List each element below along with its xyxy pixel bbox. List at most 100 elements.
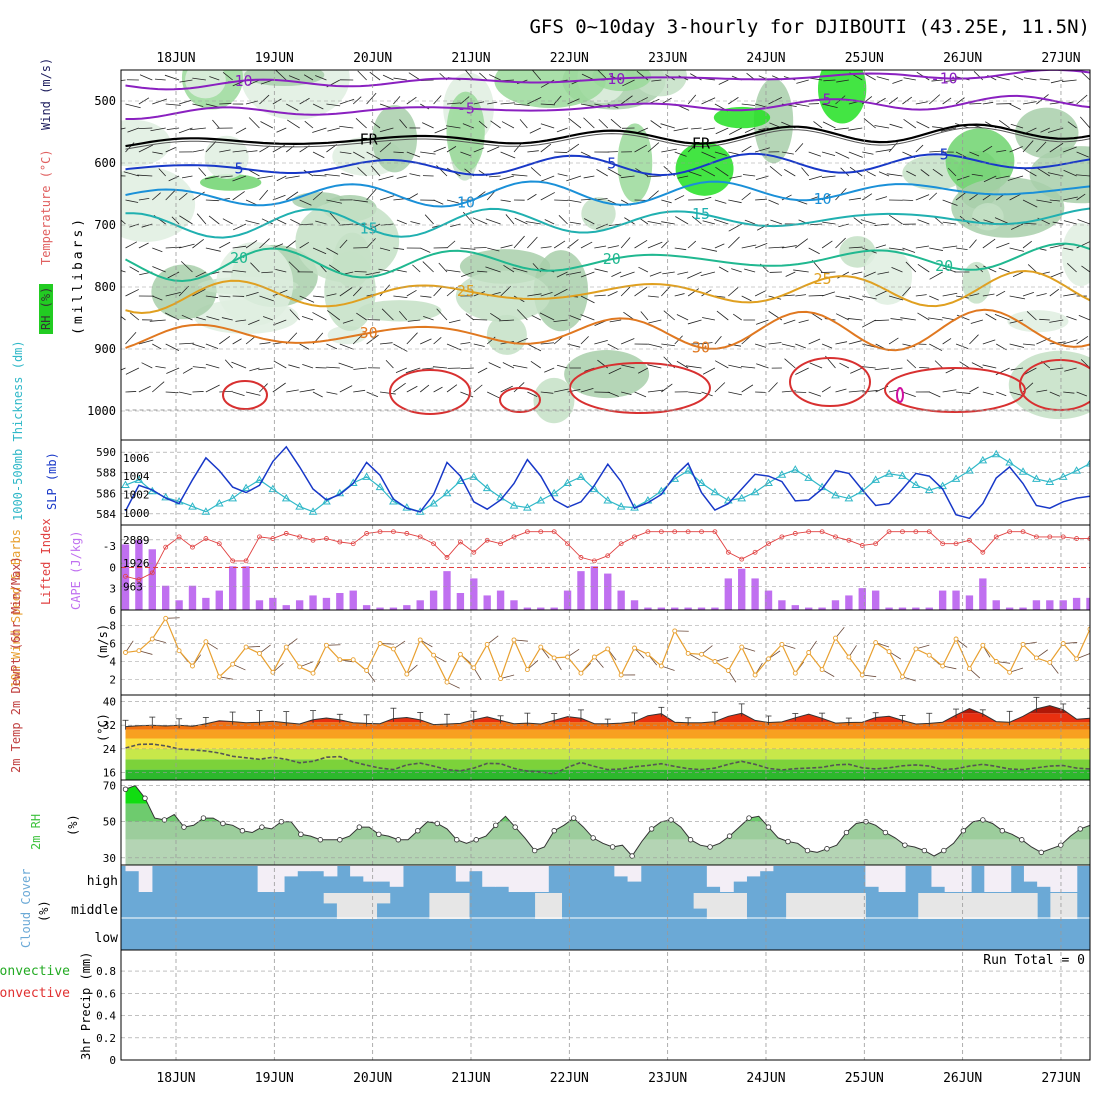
lifted-index-axis-label: Lifted Index bbox=[39, 518, 53, 605]
wind-barb bbox=[889, 215, 902, 224]
wind-speed-point bbox=[298, 665, 302, 669]
temp-band bbox=[121, 759, 1090, 769]
wind-barb bbox=[396, 368, 407, 373]
wind-barb bbox=[165, 75, 179, 80]
wind-barb bbox=[219, 336, 230, 344]
wind-speed-point bbox=[740, 645, 744, 649]
wind-barb bbox=[956, 344, 968, 349]
temp-band bbox=[121, 749, 1090, 759]
wind-barb bbox=[769, 247, 785, 248]
wind-barb bbox=[115, 368, 126, 373]
wind-barb bbox=[410, 174, 421, 176]
wind-barb bbox=[527, 237, 537, 248]
middle-cloud-gap bbox=[945, 893, 959, 919]
wind-barb bbox=[152, 99, 167, 104]
rh-tick-label: 30 bbox=[103, 852, 116, 865]
wind-barb bbox=[862, 152, 873, 154]
wind-barb bbox=[566, 176, 581, 181]
wind-barb bbox=[677, 272, 688, 274]
wind-barb bbox=[478, 368, 487, 373]
wind-barb bbox=[742, 193, 751, 200]
wind-speed-point bbox=[900, 675, 904, 679]
rh-shade bbox=[151, 265, 216, 320]
temp2m-unit-label: (°C) bbox=[96, 713, 110, 742]
precip-convective-label: Total / Rain Convective bbox=[0, 986, 70, 1001]
wind-barb bbox=[367, 189, 377, 200]
rh2m-unit-label: (%) bbox=[66, 814, 80, 836]
high-cloud-gap bbox=[760, 866, 774, 871]
temp-tick-label: 40 bbox=[103, 695, 116, 708]
wind-barb bbox=[506, 214, 514, 224]
wind-barb bbox=[434, 286, 443, 296]
wind-barb bbox=[839, 363, 848, 368]
middle-cloud-gap bbox=[1050, 893, 1064, 919]
wind-barb bbox=[621, 338, 634, 344]
wind-barb bbox=[594, 340, 607, 344]
rh-point bbox=[201, 816, 206, 821]
wind-barb bbox=[527, 194, 536, 200]
middle-cloud-gap bbox=[931, 893, 945, 919]
rh-point bbox=[786, 839, 791, 844]
wind-barb bbox=[397, 220, 407, 224]
wind-speed-point bbox=[579, 671, 583, 675]
wind-barb bbox=[446, 270, 460, 272]
wind-barb bbox=[834, 128, 849, 130]
high-cloud-gap bbox=[733, 866, 747, 882]
wind-barb bbox=[1050, 289, 1059, 296]
high-cloud-gap bbox=[628, 866, 642, 882]
wind-tick-label: 2 bbox=[109, 674, 116, 687]
rh-point bbox=[961, 828, 966, 833]
wind-barb bbox=[809, 176, 822, 180]
rh-point bbox=[357, 825, 362, 830]
cloud-axis-label: Cloud Cover bbox=[19, 869, 33, 948]
wind-barb bbox=[620, 272, 634, 277]
contour-label: 25 bbox=[457, 282, 475, 300]
wind-barb bbox=[916, 246, 929, 248]
wind-barb bbox=[192, 150, 203, 152]
wind-barb bbox=[728, 200, 741, 203]
wind-speed-point bbox=[231, 662, 235, 666]
wind-barb bbox=[702, 248, 717, 251]
run-total-label: Run Total = 0 bbox=[983, 953, 1085, 968]
wind-speed-point bbox=[780, 642, 784, 646]
middle-cloud-gap bbox=[984, 893, 998, 919]
middle-cloud-gap bbox=[720, 893, 734, 919]
wind-speed-point bbox=[351, 658, 355, 662]
wind-barb bbox=[570, 222, 581, 224]
wind-barb bbox=[891, 319, 903, 320]
middle-cloud-gap bbox=[813, 893, 827, 919]
wind-barb bbox=[407, 97, 417, 104]
wind-barb bbox=[420, 339, 431, 344]
wind-axis-label: Wind (m/s) bbox=[39, 58, 53, 130]
wind-speed-point bbox=[244, 645, 248, 649]
rh-point bbox=[123, 787, 128, 792]
panel-frame-2 bbox=[121, 440, 1090, 525]
rh-point bbox=[1039, 850, 1044, 855]
rh-shade bbox=[972, 203, 1004, 230]
wind-barb bbox=[554, 152, 567, 153]
wind-barb bbox=[434, 200, 444, 204]
high-cloud-gap bbox=[1024, 866, 1038, 882]
wind-barb bbox=[904, 119, 916, 128]
wind-speed-point bbox=[418, 638, 422, 642]
cape-bar bbox=[149, 549, 156, 610]
wind-barb bbox=[770, 166, 782, 176]
wind-barb bbox=[850, 368, 862, 373]
wind-barb bbox=[594, 246, 606, 248]
wind-speed-point bbox=[713, 660, 717, 664]
temp2m-axis-label: 2m Temp 2m DewPt (6hr Min/Max) bbox=[9, 556, 23, 773]
contour-label: 5 bbox=[607, 155, 616, 173]
wind-barb bbox=[325, 174, 340, 176]
wind-barb bbox=[130, 267, 139, 272]
wind-barb bbox=[662, 272, 674, 274]
wind-barb bbox=[801, 168, 808, 176]
wind-barb bbox=[809, 152, 821, 156]
wind-barb bbox=[541, 247, 552, 248]
wind-barb bbox=[313, 152, 324, 158]
middle-cloud-gap bbox=[733, 893, 747, 919]
cape-bar bbox=[216, 591, 223, 610]
wind-barb bbox=[795, 104, 809, 106]
high-cloud-gap bbox=[310, 866, 324, 871]
wind-barb bbox=[179, 392, 191, 395]
wind-barb bbox=[557, 128, 568, 132]
